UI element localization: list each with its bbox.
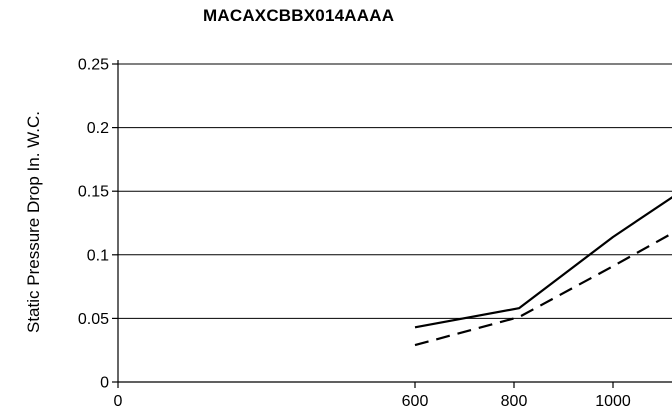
axes <box>117 60 672 383</box>
y-tick-label-0: 0 <box>100 375 109 392</box>
series-line-dashed <box>414 232 672 347</box>
y-tick-label-1: 0.05 <box>78 311 109 328</box>
x-tick-label-3: 1000 <box>595 393 631 410</box>
x-tick-label-0: 0 <box>114 393 123 410</box>
series-lines <box>414 196 672 347</box>
chart-title-text: MACAXCBBX014AAAA <box>203 6 395 25</box>
series-line-solid <box>414 196 672 329</box>
x-tick-label-2: 800 <box>501 393 528 410</box>
y-ticks: 0 0.05 0.1 0.15 0.2 0.25 <box>78 57 118 392</box>
y-tick-label-4: 0.2 <box>87 120 109 137</box>
y-tick-label-2: 0.1 <box>87 247 109 264</box>
x-tick-label-1: 600 <box>402 393 429 410</box>
x-ticks: 0600800100012001400 <box>114 382 631 410</box>
grid-lines <box>118 63 672 319</box>
y-tick-label-3: 0.15 <box>78 184 109 201</box>
y-axis-label: Static Pressure Drop In. W.C. <box>24 111 43 333</box>
y-tick-label-5: 0.25 <box>78 57 109 74</box>
